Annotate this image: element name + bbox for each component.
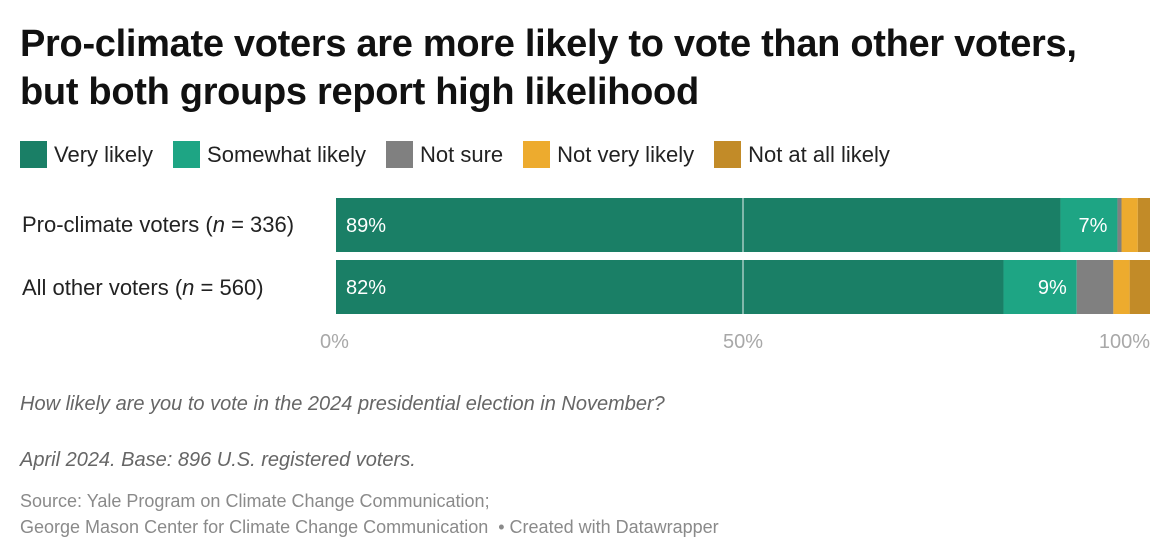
bar-segment-not-very-likely (1113, 260, 1130, 314)
source-line-2: George Mason Center for Climate Change C… (20, 514, 719, 540)
legend-item-very-likely: Very likely (20, 141, 153, 168)
x-tick-label: 0% (320, 331, 349, 353)
legend-label: Not sure (420, 141, 504, 167)
data-label: 9% (1038, 277, 1067, 299)
row-label-text: Pro-climate voters ( (22, 212, 213, 237)
legend-swatch (173, 141, 201, 168)
row-label-n: n (182, 275, 195, 300)
chart-title: Pro-climate voters are more likely to vo… (20, 23, 1077, 113)
legend-item-somewhat-likely: Somewhat likely (173, 141, 366, 168)
bar-segment-very-likely (336, 260, 1004, 314)
source-notes: Source: Yale Program on Climate Change C… (20, 488, 719, 540)
legend-label: Somewhat likely (207, 141, 366, 167)
survey-base-note: April 2024. Base: 896 U.S. registered vo… (20, 449, 416, 471)
bar-segment-not-at-all-likely (1129, 260, 1150, 314)
legend-swatch (523, 141, 551, 168)
legend-swatch (386, 141, 413, 168)
legend-label: Very likely (54, 141, 154, 167)
legend-swatch (20, 141, 47, 168)
bar-segment-somewhat-likely (1003, 260, 1077, 314)
row-label-pro-climate: Pro-climate voters (n = 336) (22, 212, 294, 238)
legend-swatch (714, 141, 742, 168)
x-tick-label: 100% (1099, 331, 1150, 353)
source-line-1: Source: Yale Program on Climate Change C… (20, 491, 490, 511)
legend: Very likely Somewhat likely Not sure Not… (20, 141, 910, 168)
bar-segment-somewhat-likely (1060, 198, 1118, 252)
row-label-count: = 336) (224, 212, 295, 237)
bar-segment-not-very-likely (1121, 198, 1138, 252)
data-label: 82% (346, 277, 386, 299)
row-label-all-other: All other voters (n = 560) (22, 275, 264, 301)
legend-label: Not very likely (557, 141, 695, 167)
row-label-text: All other voters ( (22, 275, 183, 300)
survey-question: How likely are you to vote in the 2024 p… (20, 393, 665, 415)
source-org: George Mason Center for Climate Change C… (20, 517, 489, 537)
bar-segment-not-sure (1117, 198, 1122, 252)
legend-item-not-very-likely: Not very likely (523, 141, 694, 168)
row-label-n: n (212, 212, 225, 237)
bar-segment-very-likely (336, 198, 1061, 252)
row-label-count: = 560) (194, 275, 264, 300)
data-label: 89% (346, 215, 386, 237)
data-label: 7% (1079, 215, 1108, 237)
legend-item-not-at-all-likely: Not at all likely (714, 141, 890, 168)
bar-segment-not-at-all-likely (1137, 198, 1150, 252)
legend-item-not-sure: Not sure (386, 141, 503, 168)
datawrapper-credit: • Created with Datawrapper (498, 517, 719, 537)
bar-segment-not-sure (1076, 260, 1114, 314)
x-tick-label: 50% (723, 331, 763, 353)
legend-label: Not at all likely (748, 141, 890, 167)
chart-plot: 89% 7% 82% 9% 0% 50% 100% (320, 198, 1150, 353)
